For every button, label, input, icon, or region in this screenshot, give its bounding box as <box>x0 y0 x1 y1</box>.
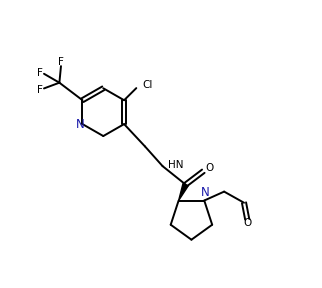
Text: O: O <box>244 218 252 228</box>
Text: Cl: Cl <box>142 80 152 90</box>
Text: N: N <box>76 118 85 130</box>
Polygon shape <box>179 183 188 200</box>
Text: HN: HN <box>168 160 184 170</box>
Text: F: F <box>37 67 43 77</box>
Text: F: F <box>58 57 64 67</box>
Text: O: O <box>206 163 214 173</box>
Text: F: F <box>37 85 43 95</box>
Text: N: N <box>201 186 210 199</box>
